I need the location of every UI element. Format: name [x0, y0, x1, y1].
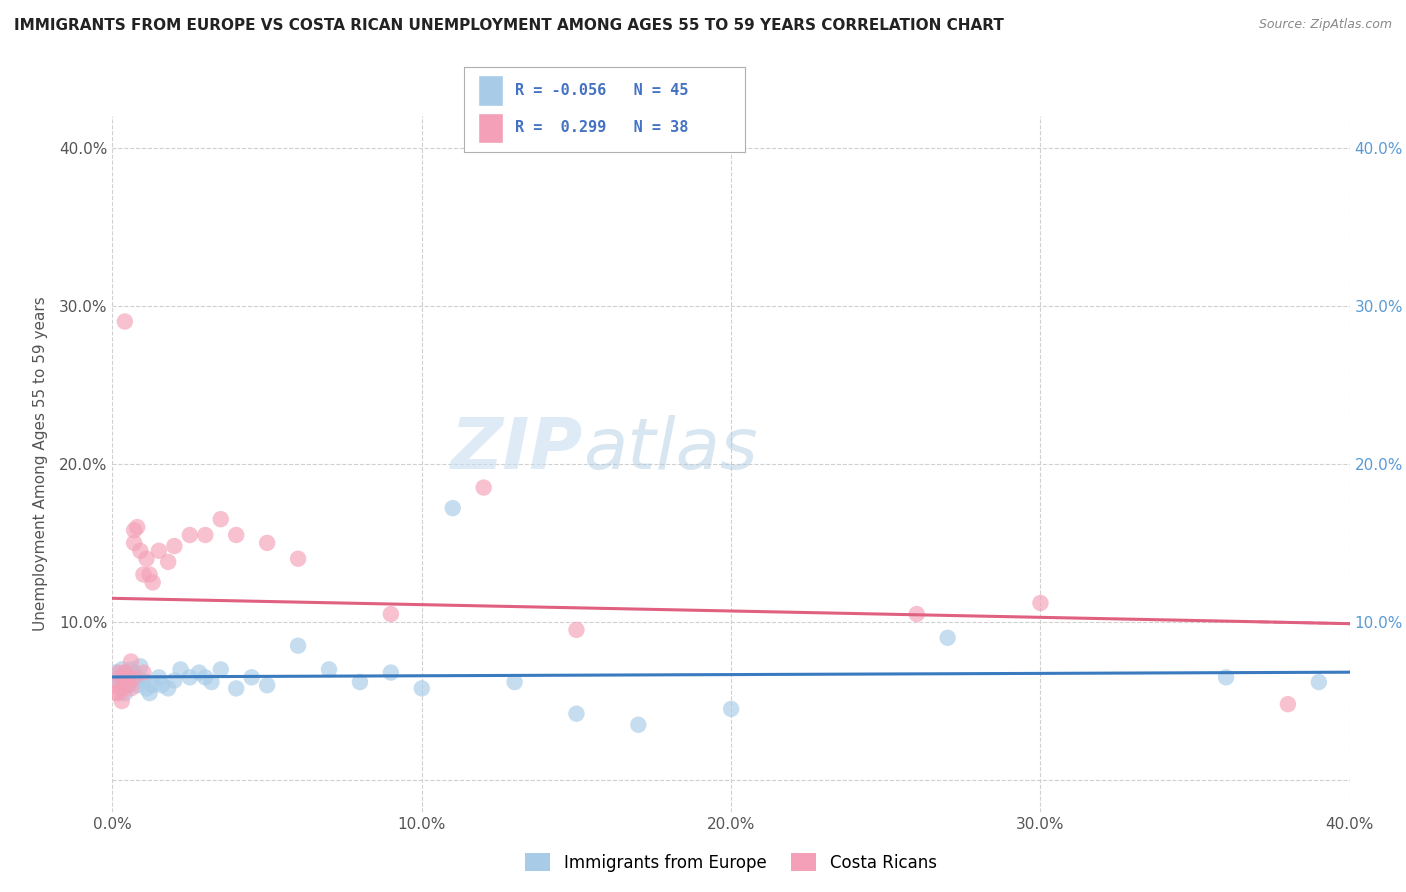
Point [157, 555, 180, 569]
Point [411, 681, 433, 696]
Point [117, 670, 139, 684]
FancyBboxPatch shape [478, 76, 503, 106]
Point [122, 523, 145, 537]
Text: ZIP: ZIP [450, 416, 582, 484]
Point [169, 662, 191, 676]
Legend: Immigrants from Europe, Costa Ricans: Immigrants from Europe, Costa Ricans [517, 845, 945, 880]
Point [225, 681, 247, 696]
Point [142, 575, 165, 590]
Point [1308, 675, 1330, 690]
Point [104, 665, 127, 680]
Text: atlas: atlas [582, 416, 758, 484]
Point [380, 665, 402, 680]
Point [111, 681, 134, 696]
Point [1277, 697, 1299, 711]
Point [107, 686, 129, 700]
Text: Source: ZipAtlas.com: Source: ZipAtlas.com [1258, 18, 1392, 31]
Point [104, 686, 127, 700]
Point [129, 543, 152, 558]
Point [150, 678, 173, 692]
Point [107, 665, 129, 680]
Point [627, 717, 650, 731]
Point [1029, 596, 1052, 610]
Text: R = -0.056   N = 45: R = -0.056 N = 45 [515, 83, 688, 98]
Point [111, 673, 134, 688]
Point [111, 694, 134, 708]
Point [380, 607, 402, 621]
Point [318, 662, 340, 676]
Point [194, 528, 217, 542]
Point [163, 673, 186, 688]
Point [114, 314, 136, 328]
Point [127, 670, 149, 684]
Point [111, 670, 134, 684]
Point [122, 536, 145, 550]
Point [132, 665, 155, 680]
Point [114, 665, 136, 680]
Point [138, 686, 160, 700]
Point [132, 673, 155, 688]
FancyBboxPatch shape [478, 112, 503, 143]
Point [240, 670, 263, 684]
Point [114, 686, 136, 700]
Point [179, 528, 201, 542]
Point [104, 678, 127, 692]
Point [936, 631, 959, 645]
Point [120, 681, 142, 696]
Point [138, 567, 160, 582]
Point [287, 551, 309, 566]
Point [135, 681, 157, 696]
Point [120, 673, 142, 688]
Point [135, 551, 157, 566]
Text: IMMIGRANTS FROM EUROPE VS COSTA RICAN UNEMPLOYMENT AMONG AGES 55 TO 59 YEARS COR: IMMIGRANTS FROM EUROPE VS COSTA RICAN UN… [14, 18, 1004, 33]
Point [503, 675, 526, 690]
Point [111, 662, 134, 676]
Point [148, 670, 170, 684]
Point [179, 670, 201, 684]
Point [117, 678, 139, 692]
Point [122, 665, 145, 680]
Point [287, 639, 309, 653]
Point [107, 675, 129, 690]
Point [127, 678, 149, 692]
Point [157, 681, 180, 696]
Point [256, 678, 278, 692]
Point [114, 665, 136, 680]
Point [441, 501, 464, 516]
Point [142, 678, 165, 692]
Point [120, 655, 142, 669]
Point [129, 659, 152, 673]
Point [209, 662, 232, 676]
Point [472, 481, 495, 495]
Point [194, 670, 217, 684]
Point [107, 670, 129, 684]
Point [905, 607, 928, 621]
Point [200, 675, 222, 690]
Point [256, 536, 278, 550]
Point [163, 539, 186, 553]
Point [188, 665, 211, 680]
Y-axis label: Unemployment Among Ages 55 to 59 years: Unemployment Among Ages 55 to 59 years [32, 296, 48, 632]
Point [117, 670, 139, 684]
Point [120, 662, 142, 676]
Point [1215, 670, 1237, 684]
Point [349, 675, 371, 690]
Point [209, 512, 232, 526]
Point [132, 567, 155, 582]
Point [117, 678, 139, 692]
Text: R =  0.299   N = 38: R = 0.299 N = 38 [515, 120, 688, 136]
Point [225, 528, 247, 542]
Point [148, 543, 170, 558]
Point [720, 702, 742, 716]
Point [565, 706, 588, 721]
Point [127, 520, 149, 534]
Point [565, 623, 588, 637]
Point [122, 670, 145, 684]
